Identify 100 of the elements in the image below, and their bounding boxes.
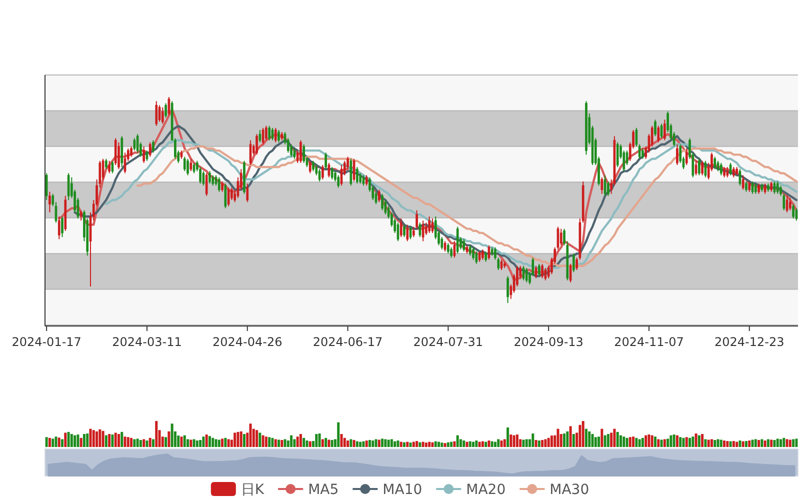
bar (412, 442, 415, 447)
legend-label: MA10 (382, 482, 422, 498)
candlestick (416, 210, 418, 230)
candlestick (278, 129, 280, 143)
bar (192, 439, 196, 447)
candlestick (403, 224, 406, 238)
bar (648, 434, 650, 447)
candlestick (468, 244, 472, 256)
bar (641, 438, 644, 447)
bar (315, 434, 318, 447)
bar (578, 424, 582, 447)
bar (368, 440, 371, 447)
bar (547, 438, 550, 447)
bar (258, 432, 262, 447)
bar (76, 434, 80, 447)
bar (760, 439, 764, 447)
bar (130, 438, 133, 447)
candlestick (381, 193, 384, 211)
bar (736, 442, 738, 447)
bar (660, 440, 663, 447)
bar (481, 441, 484, 447)
candlestick (258, 129, 262, 143)
bar (89, 428, 92, 447)
bar (52, 438, 54, 447)
candlestick (450, 246, 452, 258)
candlestick (45, 172, 48, 200)
bar (613, 428, 616, 447)
bar (268, 437, 271, 447)
bar (58, 438, 60, 447)
candlestick (256, 134, 258, 156)
bar (155, 421, 158, 447)
candlestick (720, 162, 722, 176)
bar (114, 432, 117, 447)
bar (293, 439, 296, 447)
bar (117, 434, 120, 447)
bar (588, 431, 591, 447)
candlestick (732, 166, 735, 178)
bar (716, 439, 720, 447)
bar (723, 440, 726, 447)
bar (199, 440, 202, 447)
candlestick (538, 263, 540, 277)
bar (396, 440, 400, 447)
bar (205, 434, 208, 447)
bar (98, 429, 102, 447)
bar (359, 442, 362, 447)
bar (758, 440, 760, 447)
bar (409, 442, 412, 447)
bar (694, 433, 698, 447)
bar (582, 421, 584, 447)
bar (152, 439, 154, 447)
bar (462, 440, 466, 447)
bar (126, 437, 130, 447)
bar (378, 440, 380, 447)
bar (284, 439, 286, 447)
bar (416, 441, 418, 447)
bar (48, 438, 51, 447)
bar (400, 442, 402, 447)
bar (108, 434, 111, 447)
bar (525, 439, 528, 447)
candlestick (230, 187, 233, 200)
bar (196, 440, 198, 447)
candlestick (118, 142, 120, 170)
legend-label: MA5 (308, 482, 339, 498)
bar (384, 439, 387, 447)
candlestick (472, 246, 474, 260)
bar (698, 435, 700, 447)
bar (635, 438, 638, 447)
bar (177, 436, 180, 447)
bar (387, 440, 390, 447)
bar (544, 439, 547, 447)
bar (632, 436, 635, 447)
legend-item: MA10 (352, 482, 422, 498)
bar (365, 440, 368, 447)
bar (468, 441, 472, 447)
bar (431, 442, 434, 447)
bar (428, 442, 431, 447)
x-tick-label: 2024-09-13 (514, 335, 584, 349)
bar (67, 432, 70, 447)
bar (164, 437, 168, 447)
bar (776, 438, 779, 447)
x-tick-label: 2024-03-11 (112, 335, 182, 349)
bar (766, 439, 770, 447)
candlestick (657, 125, 660, 143)
bar (616, 432, 619, 447)
bar (70, 434, 73, 447)
candlestick (560, 228, 562, 246)
bar (249, 424, 252, 447)
bar (302, 438, 306, 447)
bar (308, 441, 312, 447)
candlestick (130, 146, 132, 158)
candlestick (792, 204, 794, 220)
bar (792, 439, 795, 447)
bar (168, 431, 170, 447)
candlestick (293, 148, 296, 160)
bar (438, 442, 440, 447)
bar (701, 434, 704, 447)
bar (488, 440, 490, 447)
bar (738, 440, 742, 447)
bar (584, 428, 588, 447)
candlestick (422, 220, 424, 242)
